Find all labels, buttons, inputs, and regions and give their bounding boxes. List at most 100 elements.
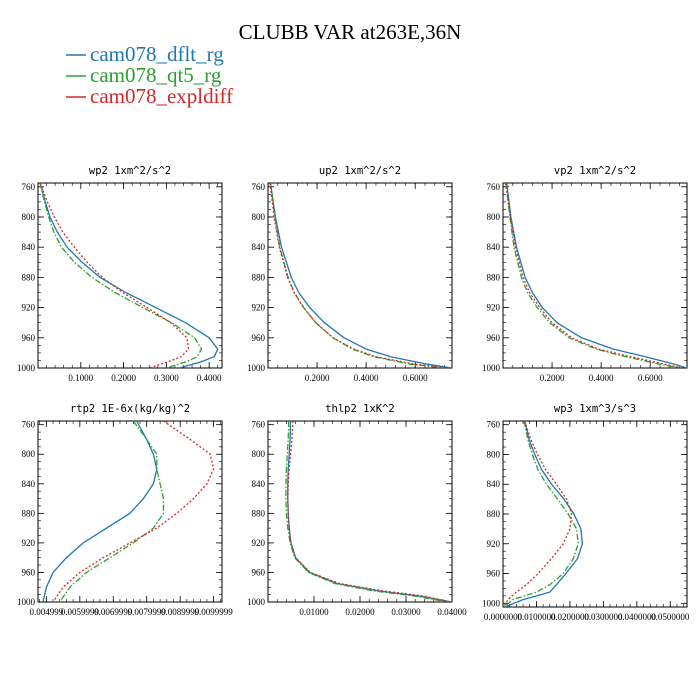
y-tick-label: 760: [487, 182, 501, 192]
y-tick-label: 1000: [482, 598, 501, 608]
y-tick-label: 960: [22, 333, 36, 343]
panel-3: vp2 1xm^2/s^2 760 800 840 880 920 960 1000 0.200…: [482, 165, 688, 383]
y-tick-label: 760: [22, 182, 36, 192]
series-line-cam078_qt5_rg: [285, 421, 448, 602]
y-tick-label: 840: [487, 479, 501, 489]
x-tick-label: 0.0099999: [195, 607, 234, 617]
series-line-cam078_dflt_rg: [42, 421, 158, 602]
y-tick-label: 800: [22, 449, 36, 459]
y-tick-label: 840: [22, 479, 36, 489]
y-tick-label: 880: [252, 272, 266, 282]
plot-frame: [37, 420, 223, 603]
y-tick-label: 800: [252, 449, 266, 459]
x-tick-label: 0.4000: [354, 373, 379, 383]
x-tick-label: 0.0400000: [618, 612, 657, 622]
panel-title: wp2 1xm^2/s^2: [89, 165, 171, 177]
series-line-cam078_expldiff: [39, 183, 190, 368]
y-tick-label: 1000: [247, 363, 266, 373]
y-tick-label: 920: [487, 539, 501, 549]
y-tick-label: 920: [22, 538, 36, 548]
x-tick-label: 0.0089999: [161, 607, 200, 617]
legend-item: cam078_qt5_rg: [66, 63, 222, 87]
y-tick-label: 760: [22, 420, 36, 430]
y-tick-label: 760: [252, 182, 266, 192]
panels: wp2 1xm^2/s^2 760 800 840 880 920 960 1000 0.100…: [17, 165, 690, 622]
series-line-cam078_qt5_rg: [269, 183, 445, 368]
series-line-cam078_qt5_rg: [503, 421, 579, 607]
x-tick-label: 0.02000: [345, 607, 375, 617]
y-tick-label: 800: [487, 212, 501, 222]
y-tick-label: 800: [487, 449, 501, 459]
y-tick-label: 960: [252, 333, 266, 343]
y-tick-label: 880: [22, 272, 36, 282]
x-tick-label: 0.0500000: [651, 612, 690, 622]
series-line-cam078_dflt_rg: [39, 183, 219, 368]
x-tick-label: 0.0079999: [128, 607, 167, 617]
y-tick-label: 920: [252, 303, 266, 313]
y-tick-label: 840: [252, 479, 266, 489]
y-tick-label: 920: [487, 303, 501, 313]
y-tick-label: 760: [487, 420, 501, 430]
x-tick-label: 0.01000: [299, 607, 329, 617]
y-tick-label: 880: [252, 508, 266, 518]
x-tick-label: 0.2000: [111, 373, 136, 383]
plot-frame: [37, 182, 223, 369]
y-tick-label: 1000: [17, 363, 36, 373]
panel-title: up2 1xm^2/s^2: [319, 165, 401, 177]
x-tick-label: 0.04000: [437, 607, 467, 617]
x-tick-label: 0.004999: [29, 607, 63, 617]
x-tick-label: 0.0069999: [94, 607, 133, 617]
series-line-cam078_expldiff: [52, 421, 215, 602]
panel-title: rtp2 1E-6x(kg/kg)^2: [70, 403, 190, 415]
series-line-cam078_dflt_rg: [504, 421, 583, 607]
x-tick-label: 0.0100000: [517, 612, 556, 622]
panel-title: wp3 1xm^3/s^3: [554, 403, 636, 415]
x-tick-label: 0.4000: [197, 373, 222, 383]
legend: cam078_dflt_rgcam078_qt5_rgcam078_expldi…: [66, 42, 233, 108]
x-tick-label: 0.0000000: [484, 612, 523, 622]
x-tick-label: 0.3000: [154, 373, 179, 383]
x-tick-label: 0.4000: [589, 373, 614, 383]
panel-4: rtp2 1E-6x(kg/kg)^2 760 800 840 880 920 960 100…: [17, 403, 233, 617]
panel-title: vp2 1xm^2/s^2: [554, 165, 636, 177]
legend-label: cam078_qt5_rg: [90, 63, 222, 87]
y-tick-label: 1000: [247, 597, 266, 607]
legend-label: cam078_dflt_rg: [90, 42, 224, 66]
y-tick-label: 840: [22, 242, 36, 252]
y-tick-label: 960: [252, 567, 266, 577]
series-line-cam078_dflt_rg: [269, 183, 452, 368]
panel-5: thlp2 1xK^2 760 800 840 880 920 960 1000 0.01000…: [247, 403, 467, 617]
y-tick-label: 760: [252, 420, 266, 430]
series-line-cam078_expldiff: [503, 421, 573, 607]
y-tick-label: 880: [487, 509, 501, 519]
x-tick-label: 0.6000: [403, 373, 428, 383]
legend-label: cam078_expldiff: [90, 84, 233, 108]
x-tick-label: 0.2000: [305, 373, 330, 383]
series-line-cam078_expldiff: [287, 421, 450, 602]
series-line-cam078_expldiff: [504, 183, 683, 368]
x-tick-label: 0.0300000: [584, 612, 623, 622]
series-line-cam078_qt5_rg: [505, 183, 680, 368]
x-tick-label: 0.1000: [68, 373, 93, 383]
panel-1: wp2 1xm^2/s^2 760 800 840 880 920 960 1000 0.100…: [17, 165, 223, 383]
legend-item: cam078_expldiff: [66, 84, 233, 108]
y-tick-label: 920: [22, 303, 36, 313]
x-tick-label: 0.6000: [638, 373, 663, 383]
plot-frame: [502, 182, 688, 369]
y-tick-label: 840: [487, 242, 501, 252]
panel-2: up2 1xm^2/s^2 760 800 840 880 920 960 1000 0.200…: [247, 165, 453, 383]
y-tick-label: 920: [252, 538, 266, 548]
panel-title: thlp2 1xK^2: [325, 403, 395, 415]
panel-6: wp3 1xm^3/s^3 760 800 840 880 920 960 1000 0.000…: [482, 403, 690, 622]
x-tick-label: 0.2000: [540, 373, 565, 383]
y-tick-label: 960: [487, 569, 501, 579]
series-line-cam078_qt5_rg: [59, 421, 165, 602]
figure-title: CLUBB VAR at263E,36N: [239, 20, 462, 44]
y-tick-label: 1000: [17, 597, 36, 607]
y-tick-label: 800: [22, 212, 36, 222]
y-tick-label: 880: [487, 272, 501, 282]
x-tick-label: 0.0200000: [551, 612, 590, 622]
y-tick-label: 960: [487, 333, 501, 343]
y-tick-label: 960: [22, 567, 36, 577]
